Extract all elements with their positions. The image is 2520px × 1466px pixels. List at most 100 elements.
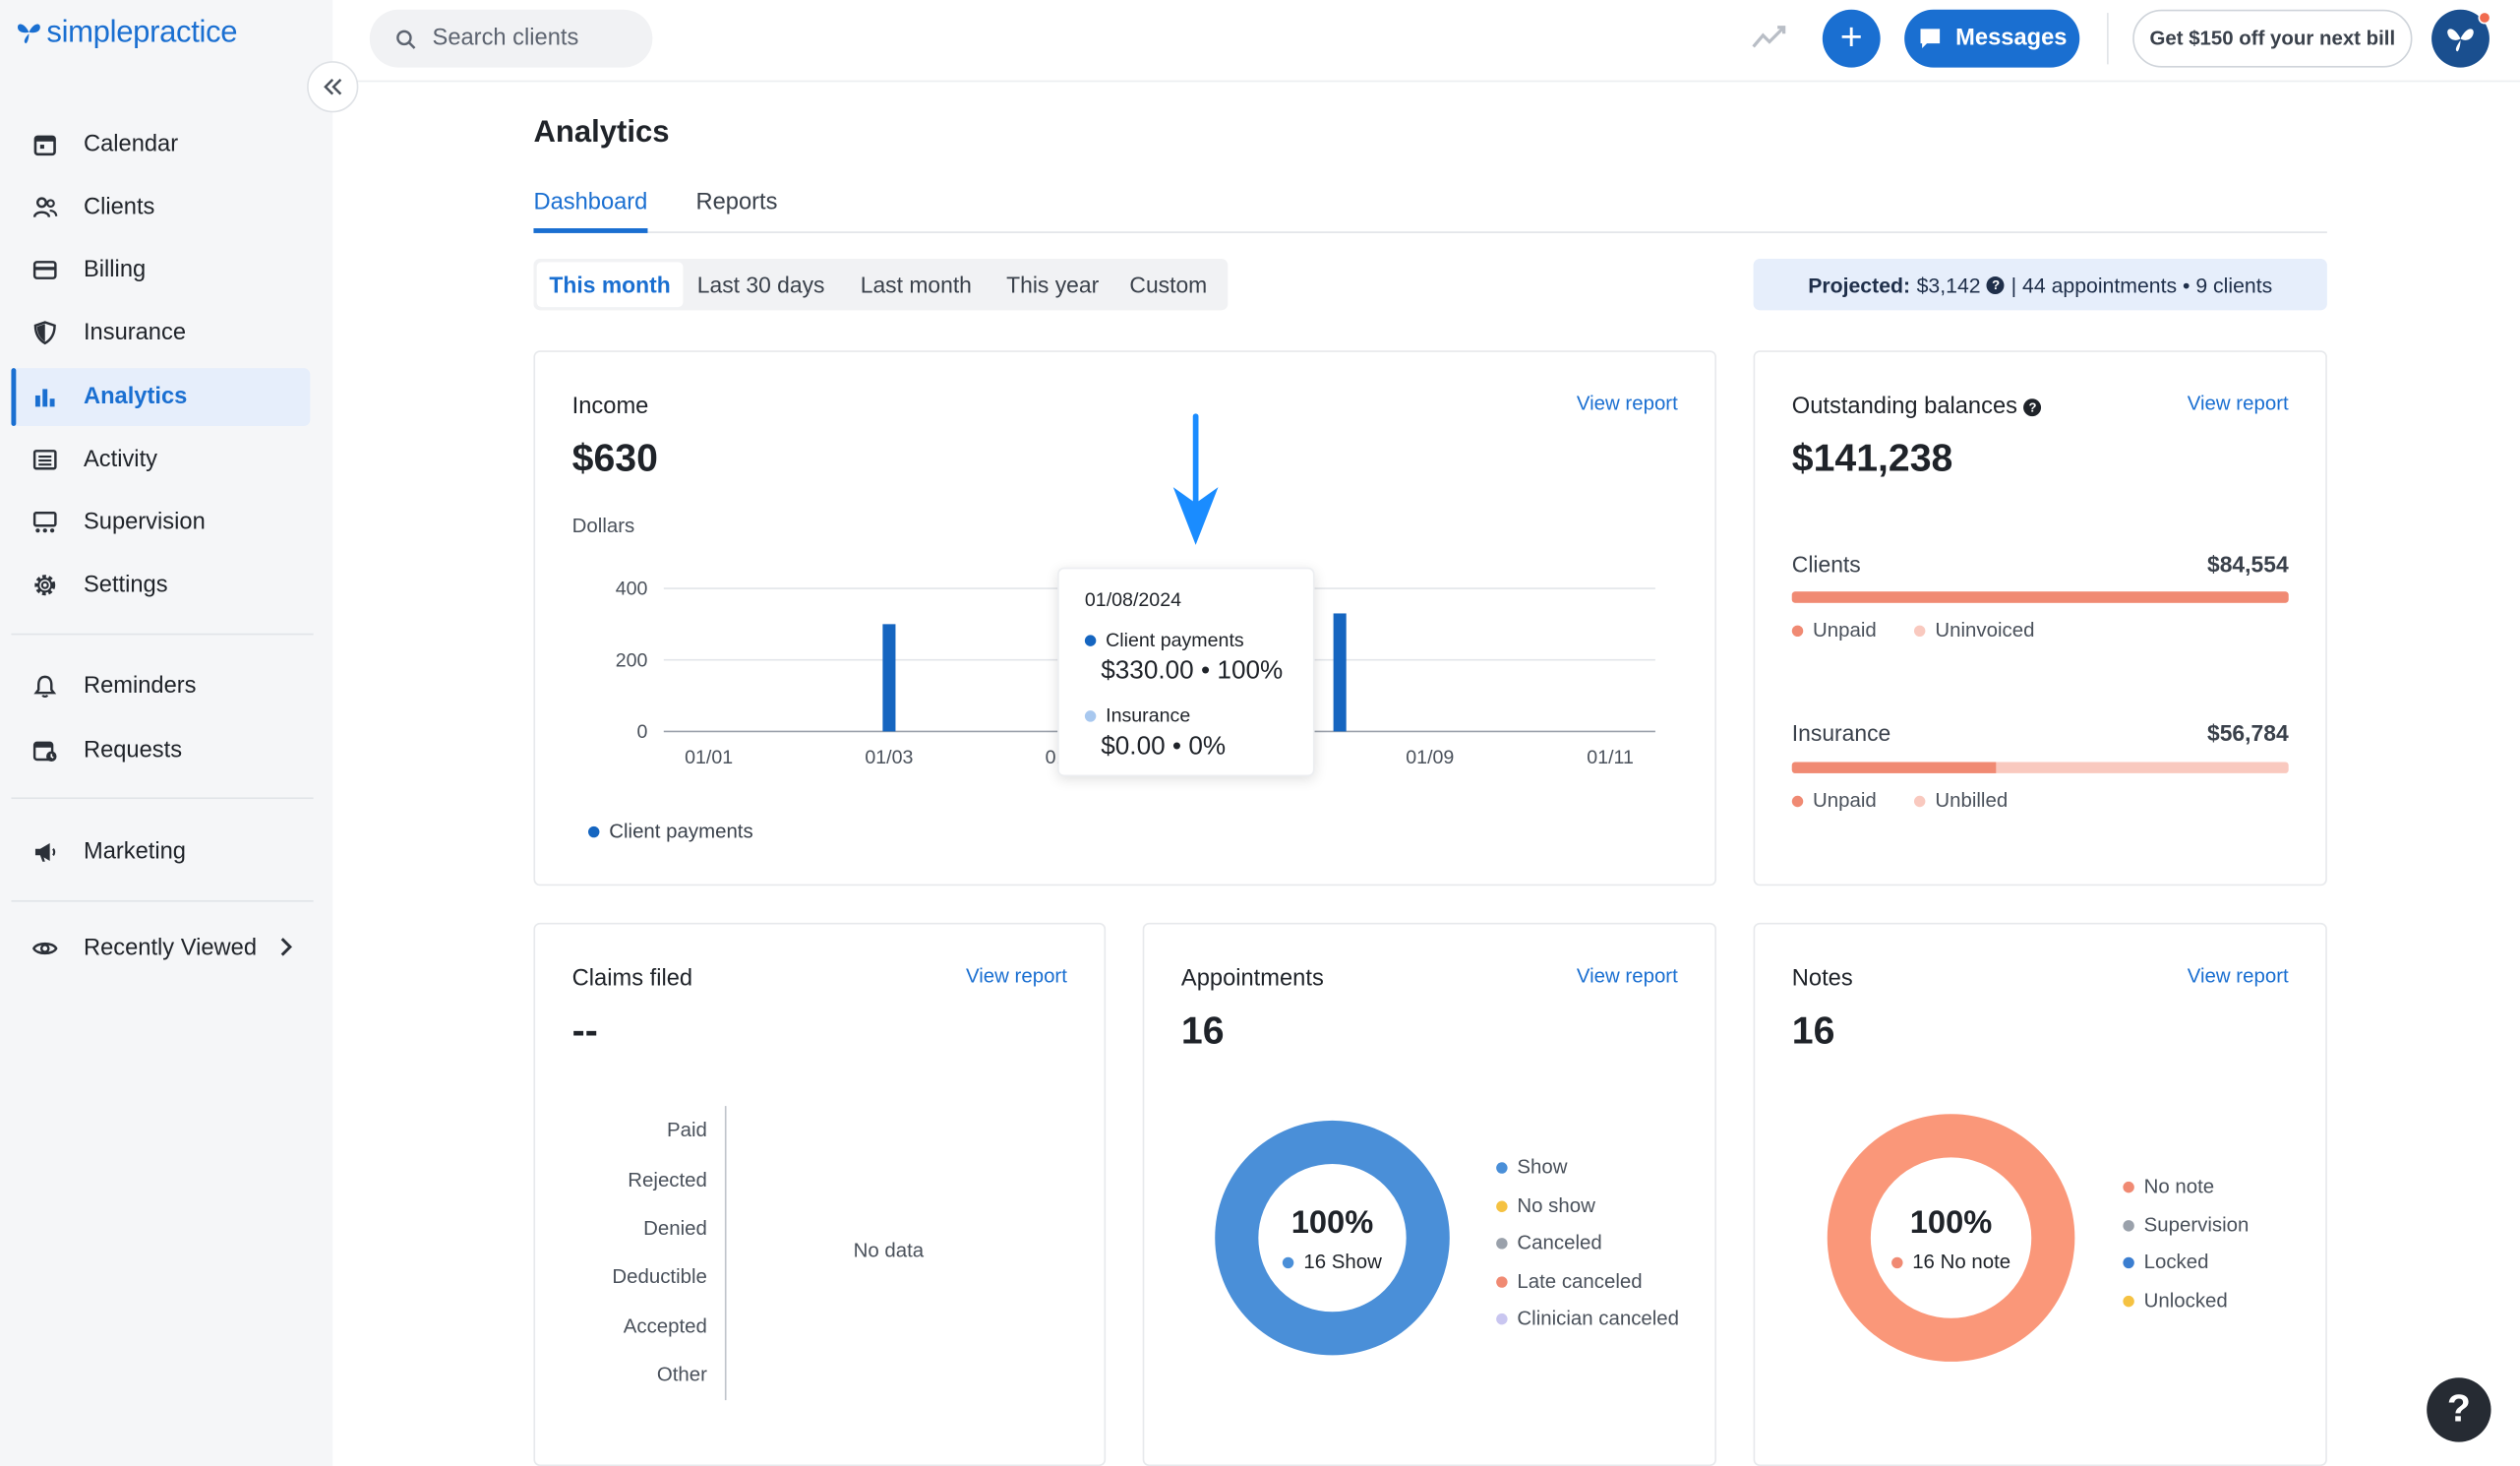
bell-icon (30, 672, 59, 701)
messages-label: Messages (1955, 26, 2068, 52)
legend-dot (1914, 625, 1926, 638)
sidebar-item-recently-viewed[interactable]: Recently Viewed (11, 920, 310, 978)
appointments-view-report-link[interactable]: View report (1576, 964, 1678, 988)
sidebar-item-settings[interactable]: Settings (11, 556, 310, 614)
plus-icon: + (1839, 16, 1863, 60)
projected-banner: Projected: $3,142 ? | 44 appointments • … (1753, 259, 2327, 311)
sidebar-item-marketing[interactable]: Marketing (11, 824, 310, 882)
insurance-balance-bar (1791, 762, 2289, 773)
simplepractice-logo[interactable]: simplepractice (16, 16, 238, 51)
chevron-right-icon (278, 936, 294, 964)
tab-dashboard[interactable]: Dashboard (533, 190, 648, 233)
legend-label: Supervision (2143, 1212, 2250, 1236)
tooltip-client-label: Client payments (1084, 628, 1244, 651)
claims-empty-text: No data (853, 1239, 925, 1262)
sidebar-item-supervision[interactable]: Supervision (11, 494, 310, 552)
legend-item: Late canceled (1496, 1269, 1643, 1292)
tooltip-insurance-label: Insurance (1084, 704, 1190, 727)
x-tick-label: 01/09 (1406, 747, 1454, 768)
claims-row-label: Deductible (612, 1264, 707, 1288)
sidebar-item-clients[interactable]: Clients (11, 178, 310, 236)
logo-text-light: simple (46, 16, 134, 50)
insurance-legend: Unpaid Unbilled (1791, 789, 2009, 813)
trend-icon[interactable] (1752, 23, 1787, 60)
legend-dot (2123, 1219, 2134, 1232)
help-circle-icon[interactable]: ? (2023, 398, 2042, 417)
legend-dot (1496, 1313, 1508, 1325)
sidebar-item-analytics[interactable]: Analytics (11, 368, 311, 426)
appointments-card: Appointments View report 16 100% 16 Show… (1142, 922, 1717, 1466)
tooltip-insurance-value: $0.00 • 0% (1101, 733, 1227, 761)
notes-view-report-link[interactable]: View report (2187, 964, 2289, 988)
income-view-report-link[interactable]: View report (1576, 392, 1678, 415)
legend-label: Unlocked (2143, 1288, 2228, 1312)
sidebar-item-insurance[interactable]: Insurance (11, 304, 310, 362)
messages-button[interactable]: Messages (1904, 9, 2080, 68)
sidebar-item-calendar[interactable]: Calendar (11, 116, 310, 174)
legend-label: Locked (2143, 1251, 2209, 1274)
period-this-month[interactable]: This month (536, 262, 684, 308)
center-label-text: 16 Show (1303, 1251, 1382, 1274)
appointments-donut (1215, 1120, 1450, 1356)
outstanding-view-report-link[interactable]: View report (2187, 392, 2289, 415)
appointments-center-label: 16 Show (1204, 1251, 1461, 1273)
sidebar: simplepractice Calendar Clients Billing … (0, 0, 333, 1466)
search-input[interactable]: Search clients (369, 9, 653, 68)
claims-view-report-link[interactable]: View report (965, 964, 1067, 988)
chart-bar[interactable] (882, 624, 896, 732)
sidebar-item-reminders[interactable]: Reminders (11, 657, 310, 715)
clients-unpaid-fill (1791, 591, 2289, 603)
gear-icon (30, 571, 59, 599)
projected-details: | 44 appointments • 9 clients (2010, 272, 2273, 297)
period-custom[interactable]: Custom (1129, 272, 1208, 298)
period-last-30-days[interactable]: Last 30 days (696, 272, 825, 298)
sidebar-item-requests[interactable]: Requests (11, 722, 310, 780)
sidebar-item-label: Activity (83, 447, 157, 473)
period-this-year[interactable]: This year (1006, 272, 1100, 298)
clients-balance-label: Clients (1791, 551, 1861, 578)
sidebar-item-label: Settings (83, 572, 168, 598)
legend-dot (1084, 635, 1097, 647)
shield-icon (30, 319, 59, 347)
megaphone-icon (30, 837, 59, 866)
avatar[interactable] (2431, 9, 2491, 68)
appointments-center-percent: 100% (1290, 1205, 1374, 1242)
eye-icon (30, 934, 59, 962)
legend-dot (1496, 1238, 1508, 1250)
promo-button[interactable]: Get $150 off your next bill (2132, 9, 2413, 68)
collapse-sidebar-button[interactable] (307, 61, 359, 113)
topbar-border (332, 80, 2520, 83)
y-tick-label: 400 (616, 579, 648, 600)
period-last-month[interactable]: Last month (860, 272, 972, 298)
legend-dot (1914, 796, 1926, 808)
create-button[interactable]: + (1822, 9, 1881, 68)
notes-card: Notes View report 16 100% 16 No note No … (1753, 922, 2327, 1466)
topbar-divider (2107, 13, 2109, 65)
promo-label: Get $150 off your next bill (2149, 27, 2396, 50)
sidebar-divider (11, 797, 314, 800)
appointments-title: Appointments (1180, 965, 1324, 993)
help-button[interactable]: ? (2427, 1377, 2491, 1442)
tooltip-client-value: $330.00 • 100% (1101, 657, 1284, 686)
annotation-arrow-icon (1172, 413, 1219, 545)
sidebar-item-billing[interactable]: Billing (11, 241, 310, 299)
page-title: Analytics (533, 115, 670, 150)
tooltip-date: 01/08/2024 (1084, 588, 1182, 611)
search-icon (395, 29, 416, 49)
claims-card: Claims filed View report -- Paid Rejecte… (533, 922, 1107, 1466)
legend-item: Locked (2123, 1251, 2208, 1273)
legend-dot (2123, 1182, 2134, 1193)
chart-bar[interactable] (1333, 613, 1347, 732)
sidebar-item-activity[interactable]: Activity (11, 431, 310, 489)
claims-row-label: Other (656, 1363, 707, 1386)
clients-balance-value: $84,554 (2206, 551, 2289, 578)
sidebar-divider (11, 899, 314, 902)
notes-center-percent: 100% (1909, 1205, 1993, 1242)
tooltip-client-text: Client payments (1106, 628, 1244, 651)
help-circle-icon[interactable]: ? (1987, 275, 2006, 294)
x-tick-label: 01/03 (865, 747, 913, 768)
legend-unbilled: Unbilled (1935, 789, 2009, 813)
income-unit-label: Dollars (571, 514, 635, 537)
tab-reports[interactable]: Reports (695, 189, 778, 215)
legend-item: Canceled (1496, 1232, 1602, 1253)
